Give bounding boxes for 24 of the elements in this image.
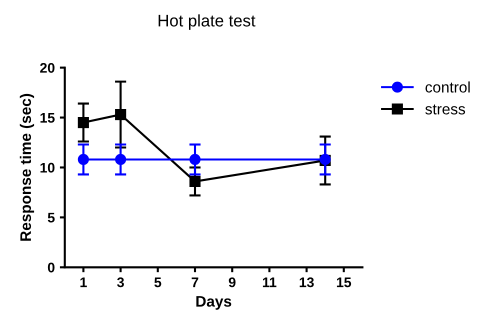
point [189, 176, 201, 188]
y-tick-label: 0 [48, 262, 55, 272]
x-tick-label: 7 [192, 278, 198, 288]
point [78, 117, 89, 128]
point [78, 154, 89, 166]
x-axis-title: Days [196, 296, 232, 310]
point [189, 154, 201, 166]
x-tick-label: 1 [80, 278, 87, 288]
point [115, 109, 126, 120]
y-tick-label: 5 [48, 212, 55, 223]
point [115, 154, 126, 166]
x-tick-label: 11 [262, 278, 276, 288]
x-tick-label: 15 [336, 278, 352, 288]
legend-label: stress [425, 104, 466, 115]
x-tick-label: 5 [154, 278, 162, 288]
x-tick-label: 13 [300, 277, 314, 288]
legend-label: control [426, 81, 470, 93]
x-tick-label: 3 [117, 277, 124, 288]
y-axis-title: Response time (sec) [20, 94, 34, 241]
y-tick-label: 10 [40, 162, 55, 173]
x-tick-label: 9 [228, 277, 236, 288]
y-tick-label: 15 [40, 113, 55, 123]
chart-title: Hot plate test [158, 14, 256, 30]
y-tick-label: 20 [40, 62, 55, 73]
